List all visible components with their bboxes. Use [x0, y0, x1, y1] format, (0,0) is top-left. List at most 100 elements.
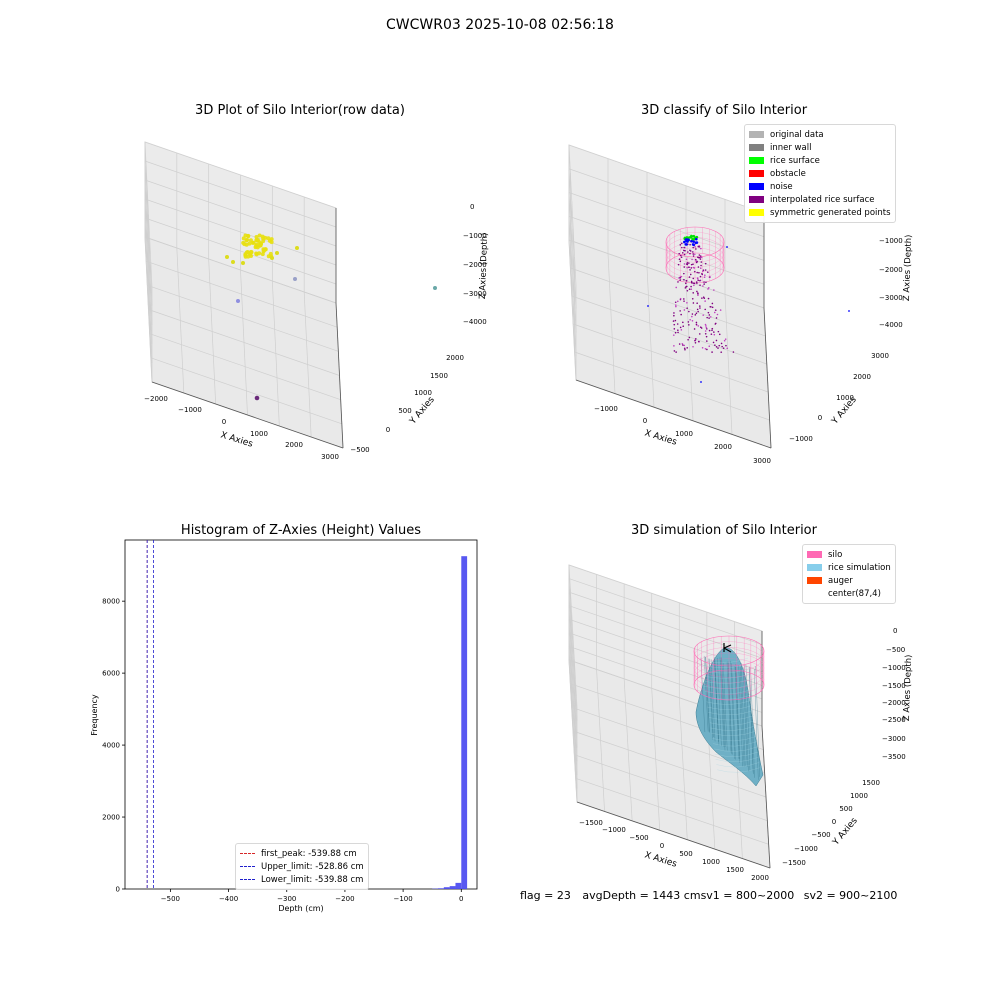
data-point [270, 256, 274, 260]
interpolated-point [697, 256, 699, 259]
interpolated-point [702, 285, 704, 287]
interpolated-point [715, 339, 718, 342]
interpolated-point [692, 302, 695, 304]
interpolated-point [699, 275, 702, 278]
surface-mesh-line [717, 657, 722, 747]
plot2-3d-axes: −1000 0 1000 2000 3000 −1000 0 1000 2000… [568, 144, 914, 465]
y-tick-label: 0 [116, 886, 120, 894]
interpolated-point [673, 350, 676, 352]
plot2-x-tick: −1000 [594, 405, 618, 413]
interpolated-point [692, 263, 694, 265]
plot4-3d-axes: −1500 −1000 −500 0 500 1000 1500 2000 −1… [568, 564, 914, 882]
data-point [247, 241, 252, 246]
data-point [257, 251, 262, 256]
surface-mesh-line [699, 657, 749, 663]
legend-line [240, 853, 255, 854]
plot1-y-label: Y Axies [408, 395, 437, 427]
interpolated-point [691, 319, 694, 322]
plot4-y-tick: 1000 [850, 792, 868, 800]
interpolated-point [717, 347, 719, 349]
interpolated-point [690, 263, 693, 266]
grid-line [573, 323, 769, 393]
data-point [247, 251, 252, 256]
legend-entry: center(87,4) [807, 587, 891, 600]
interpolated-point [704, 332, 707, 335]
plot2-x-label: X Axies [643, 428, 678, 447]
interpolated-point [706, 340, 708, 342]
interpolated-point [688, 310, 690, 313]
interpolated-point [681, 246, 683, 249]
y-tick-label: 8000 [102, 598, 120, 606]
legend-label: Lower_limit: -539.88 cm [261, 874, 364, 885]
grid-line [144, 217, 337, 364]
interpolated-point [686, 262, 689, 264]
interpolated-point [685, 258, 688, 261]
plot1-z-tick: 0 [470, 203, 474, 211]
interpolated-point [694, 339, 696, 342]
plot1-y-tick: −500 [350, 446, 369, 454]
interpolated-point [720, 342, 723, 345]
interpolated-point [690, 285, 692, 288]
legend-swatch [749, 131, 764, 138]
silo-wire [665, 247, 725, 278]
interpolated-point [701, 273, 704, 276]
interpolated-point [673, 323, 676, 326]
interpolated-point [713, 289, 715, 291]
grid-line [568, 645, 763, 789]
plot2-x-tick: 0 [643, 417, 647, 425]
surface-mesh-line [719, 657, 725, 748]
plot1-y-tick: 2000 [446, 354, 464, 362]
interpolated-point [678, 258, 681, 261]
grid-line [568, 191, 765, 333]
legend-label: noise [770, 181, 793, 192]
interpolated-point [711, 351, 713, 353]
interpolated-point [689, 250, 692, 252]
surface-mesh-line [712, 736, 757, 742]
interpolated-point [722, 347, 725, 349]
interpolated-point [689, 269, 691, 271]
interpolated-point [685, 263, 688, 265]
interpolated-point [692, 282, 695, 284]
interpolated-point [688, 336, 691, 339]
surface-mesh-line [713, 746, 758, 752]
interpolated-point [700, 264, 702, 267]
interpolated-point [705, 326, 708, 329]
interpolated-point [708, 345, 711, 348]
interpolated-point [697, 279, 700, 282]
plot4-surface [693, 635, 765, 787]
noise-point [687, 238, 690, 242]
grid-line [146, 260, 338, 328]
interpolated-point [716, 313, 719, 316]
interpolated-point [697, 292, 699, 294]
plot2-legend: original data inner wall rice surface ob… [744, 124, 896, 223]
interpolated-point [693, 270, 696, 273]
silo-wire [693, 664, 765, 695]
surface-mesh-line [708, 658, 713, 740]
grid-line [148, 309, 340, 376]
interpolated-point [679, 326, 682, 329]
surface-mesh-line [715, 757, 759, 762]
interpolated-point [688, 288, 691, 291]
interpolated-point [704, 330, 707, 332]
surface-mesh-line [741, 662, 746, 766]
interpolated-point [675, 304, 677, 306]
grid-line [572, 730, 767, 798]
interpolated-point [695, 312, 698, 315]
grid-line [570, 267, 766, 337]
interpolated-point [714, 322, 717, 325]
x-tick-label: 0 [459, 895, 463, 903]
legend-entry: Upper_limit: -528.86 cm [240, 860, 364, 873]
interpolated-point [679, 297, 682, 300]
interpolated-point [694, 246, 696, 248]
interpolated-point [684, 348, 686, 351]
surface-mesh-line [705, 656, 710, 732]
interpolated-point [710, 306, 712, 308]
interpolated-point [732, 351, 735, 353]
plot2-grid [568, 144, 772, 449]
grid-line [574, 351, 770, 421]
interpolated-point [678, 252, 680, 255]
interpolated-point [698, 305, 701, 307]
legend-label: symmetric generated points [770, 207, 891, 218]
legend-label: inner wall [770, 142, 812, 153]
surface-mesh-line [717, 767, 760, 773]
